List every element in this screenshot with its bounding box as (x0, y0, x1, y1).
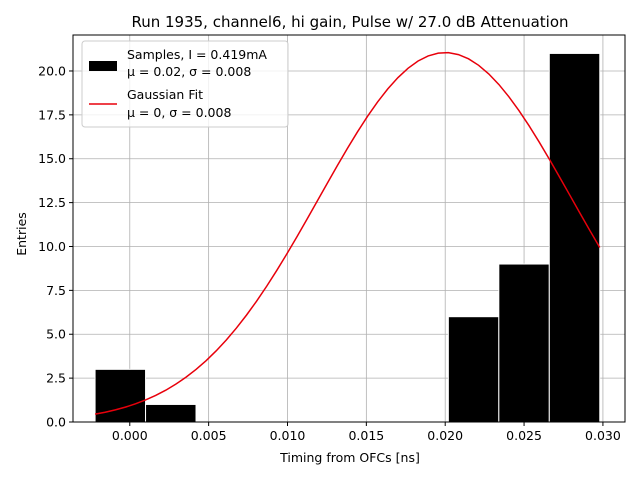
x-tick-label: 0.005 (191, 428, 227, 443)
y-tick-label: 12.5 (38, 195, 66, 210)
x-tick-label: 0.020 (427, 428, 463, 443)
y-axis-title: Entries (14, 212, 29, 256)
legend-fit-stats: μ = 0, σ = 0.008 (127, 105, 231, 120)
histogram-bar (94, 368, 147, 423)
gaussian-fit-line (94, 51, 601, 415)
y-axis-ticks: 0.0 2.5 5.0 7.5 10.0 12.5 15.0 17.5 20.0 (38, 63, 73, 430)
y-tick-label: 2.5 (46, 371, 66, 386)
x-axis-title: Timing from OFCs [ns] (279, 450, 420, 465)
x-tick-label: 0.010 (270, 428, 306, 443)
legend-samples-swatch (89, 61, 117, 71)
plot-frame (72, 34, 626, 423)
y-tick-label: 20.0 (38, 63, 66, 78)
legend-fit-label: Gaussian Fit (127, 87, 203, 102)
legend-box (81, 40, 289, 128)
grid-lines (73, 35, 625, 423)
histogram-bars (94, 52, 601, 423)
y-tick-label: 0.0 (46, 415, 66, 430)
x-axis-ticks: 0.000 0.005 0.010 0.015 0.020 0.025 0.030 (112, 422, 621, 443)
y-tick-label: 7.5 (46, 283, 66, 298)
y-tick-label: 10.0 (38, 239, 66, 254)
y-tick-label: 15.0 (38, 151, 66, 166)
x-tick-label: 0.030 (585, 428, 621, 443)
histogram-bar (548, 52, 601, 423)
chart-title: Run 1935, channel6, hi gain, Pulse w/ 27… (131, 13, 568, 31)
x-tick-label: 0.025 (506, 428, 542, 443)
histogram-bar (145, 403, 197, 423)
x-tick-label: 0.000 (112, 428, 148, 443)
histogram-bar (447, 316, 500, 423)
y-tick-label: 17.5 (38, 107, 66, 122)
legend: Samples, I = 0.419mA μ = 0.02, σ = 0.008… (81, 40, 289, 128)
x-tick-label: 0.015 (348, 428, 384, 443)
legend-samples-label: Samples, I = 0.419mA (127, 47, 267, 62)
y-tick-label: 5.0 (46, 327, 66, 342)
histogram-bar (498, 263, 550, 423)
legend-samples-stats: μ = 0.02, σ = 0.008 (127, 64, 251, 79)
